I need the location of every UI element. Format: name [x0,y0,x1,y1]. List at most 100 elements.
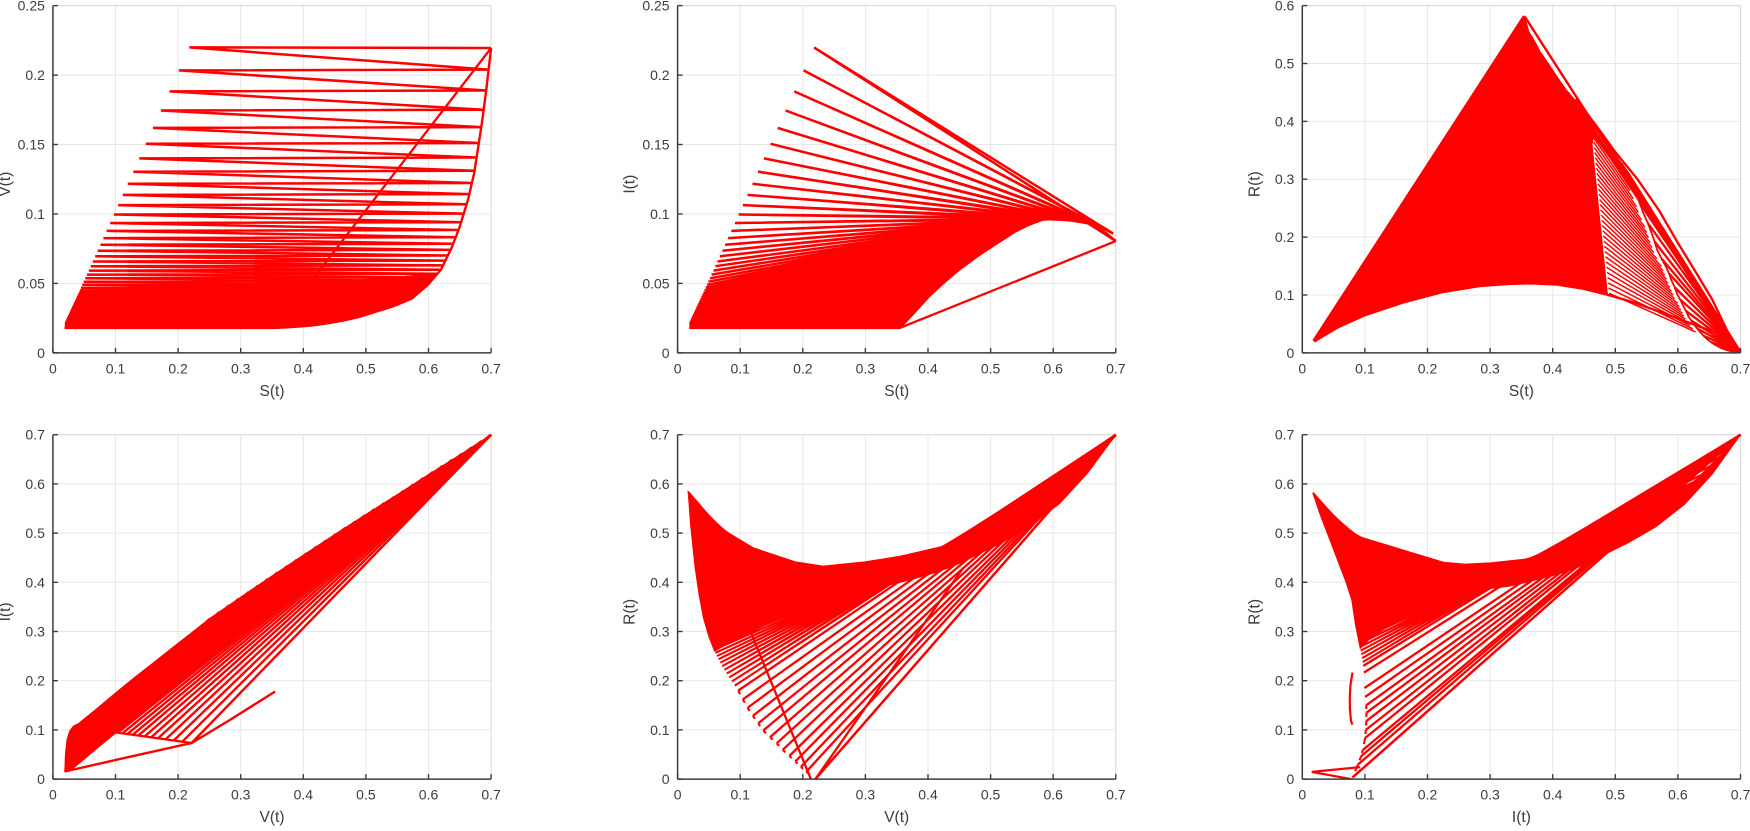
svg-text:0.2: 0.2 [1418,787,1438,803]
svg-text:0.5: 0.5 [650,525,670,541]
svg-text:0.5: 0.5 [981,787,1001,803]
svg-text:S(t): S(t) [260,383,285,400]
svg-text:0: 0 [37,345,45,361]
svg-text:0.15: 0.15 [18,137,45,153]
svg-text:0.7: 0.7 [1731,787,1750,803]
svg-text:0.6: 0.6 [650,476,670,492]
svg-text:0.1: 0.1 [1275,287,1295,303]
svg-text:0.6: 0.6 [1275,0,1295,14]
svg-text:0.4: 0.4 [1543,787,1563,803]
svg-text:0.1: 0.1 [25,206,45,222]
svg-text:0.7: 0.7 [1275,427,1295,443]
svg-text:0.4: 0.4 [918,360,938,376]
svg-text:0.3: 0.3 [1480,787,1500,803]
svg-text:0.1: 0.1 [1355,787,1375,803]
svg-text:0.7: 0.7 [481,787,501,803]
svg-text:0.15: 0.15 [642,137,669,153]
svg-text:0.5: 0.5 [25,525,45,541]
svg-text:0.7: 0.7 [25,427,45,443]
svg-text:0: 0 [1298,360,1306,376]
svg-text:0.7: 0.7 [650,427,670,443]
svg-text:0.7: 0.7 [1731,360,1750,376]
svg-text:0.3: 0.3 [650,624,670,640]
svg-text:0.3: 0.3 [1480,360,1500,376]
svg-text:0.1: 0.1 [730,360,750,376]
svg-text:0.05: 0.05 [642,275,669,291]
svg-text:0.05: 0.05 [18,275,45,291]
svg-text:0.1: 0.1 [650,722,670,738]
svg-text:0.5: 0.5 [356,360,376,376]
svg-text:0.4: 0.4 [1275,574,1295,590]
svg-text:0.3: 0.3 [856,360,876,376]
svg-text:0.3: 0.3 [231,787,251,803]
svg-text:I(t): I(t) [1512,809,1531,826]
svg-text:0.5: 0.5 [1275,525,1295,541]
svg-text:S(t): S(t) [884,383,909,400]
svg-text:0.6: 0.6 [1275,476,1295,492]
svg-text:0: 0 [1287,771,1295,787]
svg-text:V(t): V(t) [0,172,14,197]
svg-text:0: 0 [37,771,45,787]
svg-text:0.5: 0.5 [1606,787,1626,803]
svg-text:0.1: 0.1 [730,787,750,803]
svg-text:0.3: 0.3 [1275,171,1295,187]
svg-text:0.2: 0.2 [168,360,188,376]
svg-text:0.1: 0.1 [650,206,670,222]
svg-text:0: 0 [1287,345,1295,361]
svg-text:0.2: 0.2 [1418,360,1438,376]
svg-text:0.2: 0.2 [1275,229,1295,245]
svg-text:V(t): V(t) [884,809,909,826]
svg-text:R(t): R(t) [1246,599,1263,625]
svg-text:0.2: 0.2 [793,360,813,376]
svg-text:0.4: 0.4 [25,574,45,590]
svg-text:0.2: 0.2 [168,787,188,803]
svg-text:0.2: 0.2 [25,67,45,83]
svg-text:0.4: 0.4 [918,787,938,803]
svg-text:0: 0 [49,787,57,803]
svg-text:0.5: 0.5 [1275,56,1295,72]
svg-text:0.2: 0.2 [650,67,670,83]
svg-text:0.4: 0.4 [650,574,670,590]
svg-text:V(t): V(t) [260,809,285,826]
svg-text:R(t): R(t) [622,599,639,625]
svg-text:0.3: 0.3 [856,787,876,803]
svg-text:0.5: 0.5 [356,787,376,803]
svg-text:0.5: 0.5 [981,360,1001,376]
svg-text:I(t): I(t) [622,175,639,194]
svg-text:R(t): R(t) [1246,171,1263,197]
svg-text:0.4: 0.4 [294,360,314,376]
svg-text:0.3: 0.3 [1275,624,1295,640]
svg-text:0.6: 0.6 [25,476,45,492]
svg-text:0.1: 0.1 [106,787,126,803]
svg-text:0.4: 0.4 [1543,360,1563,376]
svg-text:0.2: 0.2 [650,673,670,689]
svg-text:0: 0 [662,771,670,787]
svg-text:0.1: 0.1 [1355,360,1375,376]
svg-text:0.2: 0.2 [793,787,813,803]
svg-text:0.6: 0.6 [1668,360,1688,376]
svg-text:0.6: 0.6 [1043,360,1063,376]
svg-text:0.7: 0.7 [481,360,501,376]
svg-text:0.2: 0.2 [25,673,45,689]
svg-text:0.7: 0.7 [1106,360,1126,376]
svg-text:0.6: 0.6 [419,360,439,376]
svg-text:0.4: 0.4 [1275,113,1295,129]
svg-text:0.1: 0.1 [106,360,126,376]
svg-text:0.25: 0.25 [642,0,669,14]
svg-text:0.5: 0.5 [1606,360,1626,376]
svg-text:0.2: 0.2 [1275,673,1295,689]
svg-text:0.6: 0.6 [1043,787,1063,803]
svg-text:0.4: 0.4 [294,787,314,803]
svg-text:0: 0 [662,345,670,361]
svg-text:0: 0 [674,787,682,803]
svg-text:0.3: 0.3 [231,360,251,376]
svg-text:0.6: 0.6 [1668,787,1688,803]
svg-text:I(t): I(t) [0,602,14,621]
svg-text:0.1: 0.1 [25,722,45,738]
svg-text:0: 0 [1298,787,1306,803]
svg-text:0.3: 0.3 [25,624,45,640]
svg-text:0: 0 [49,360,57,376]
svg-text:0.7: 0.7 [1106,787,1126,803]
svg-text:0.1: 0.1 [1275,722,1295,738]
svg-text:0: 0 [674,360,682,376]
